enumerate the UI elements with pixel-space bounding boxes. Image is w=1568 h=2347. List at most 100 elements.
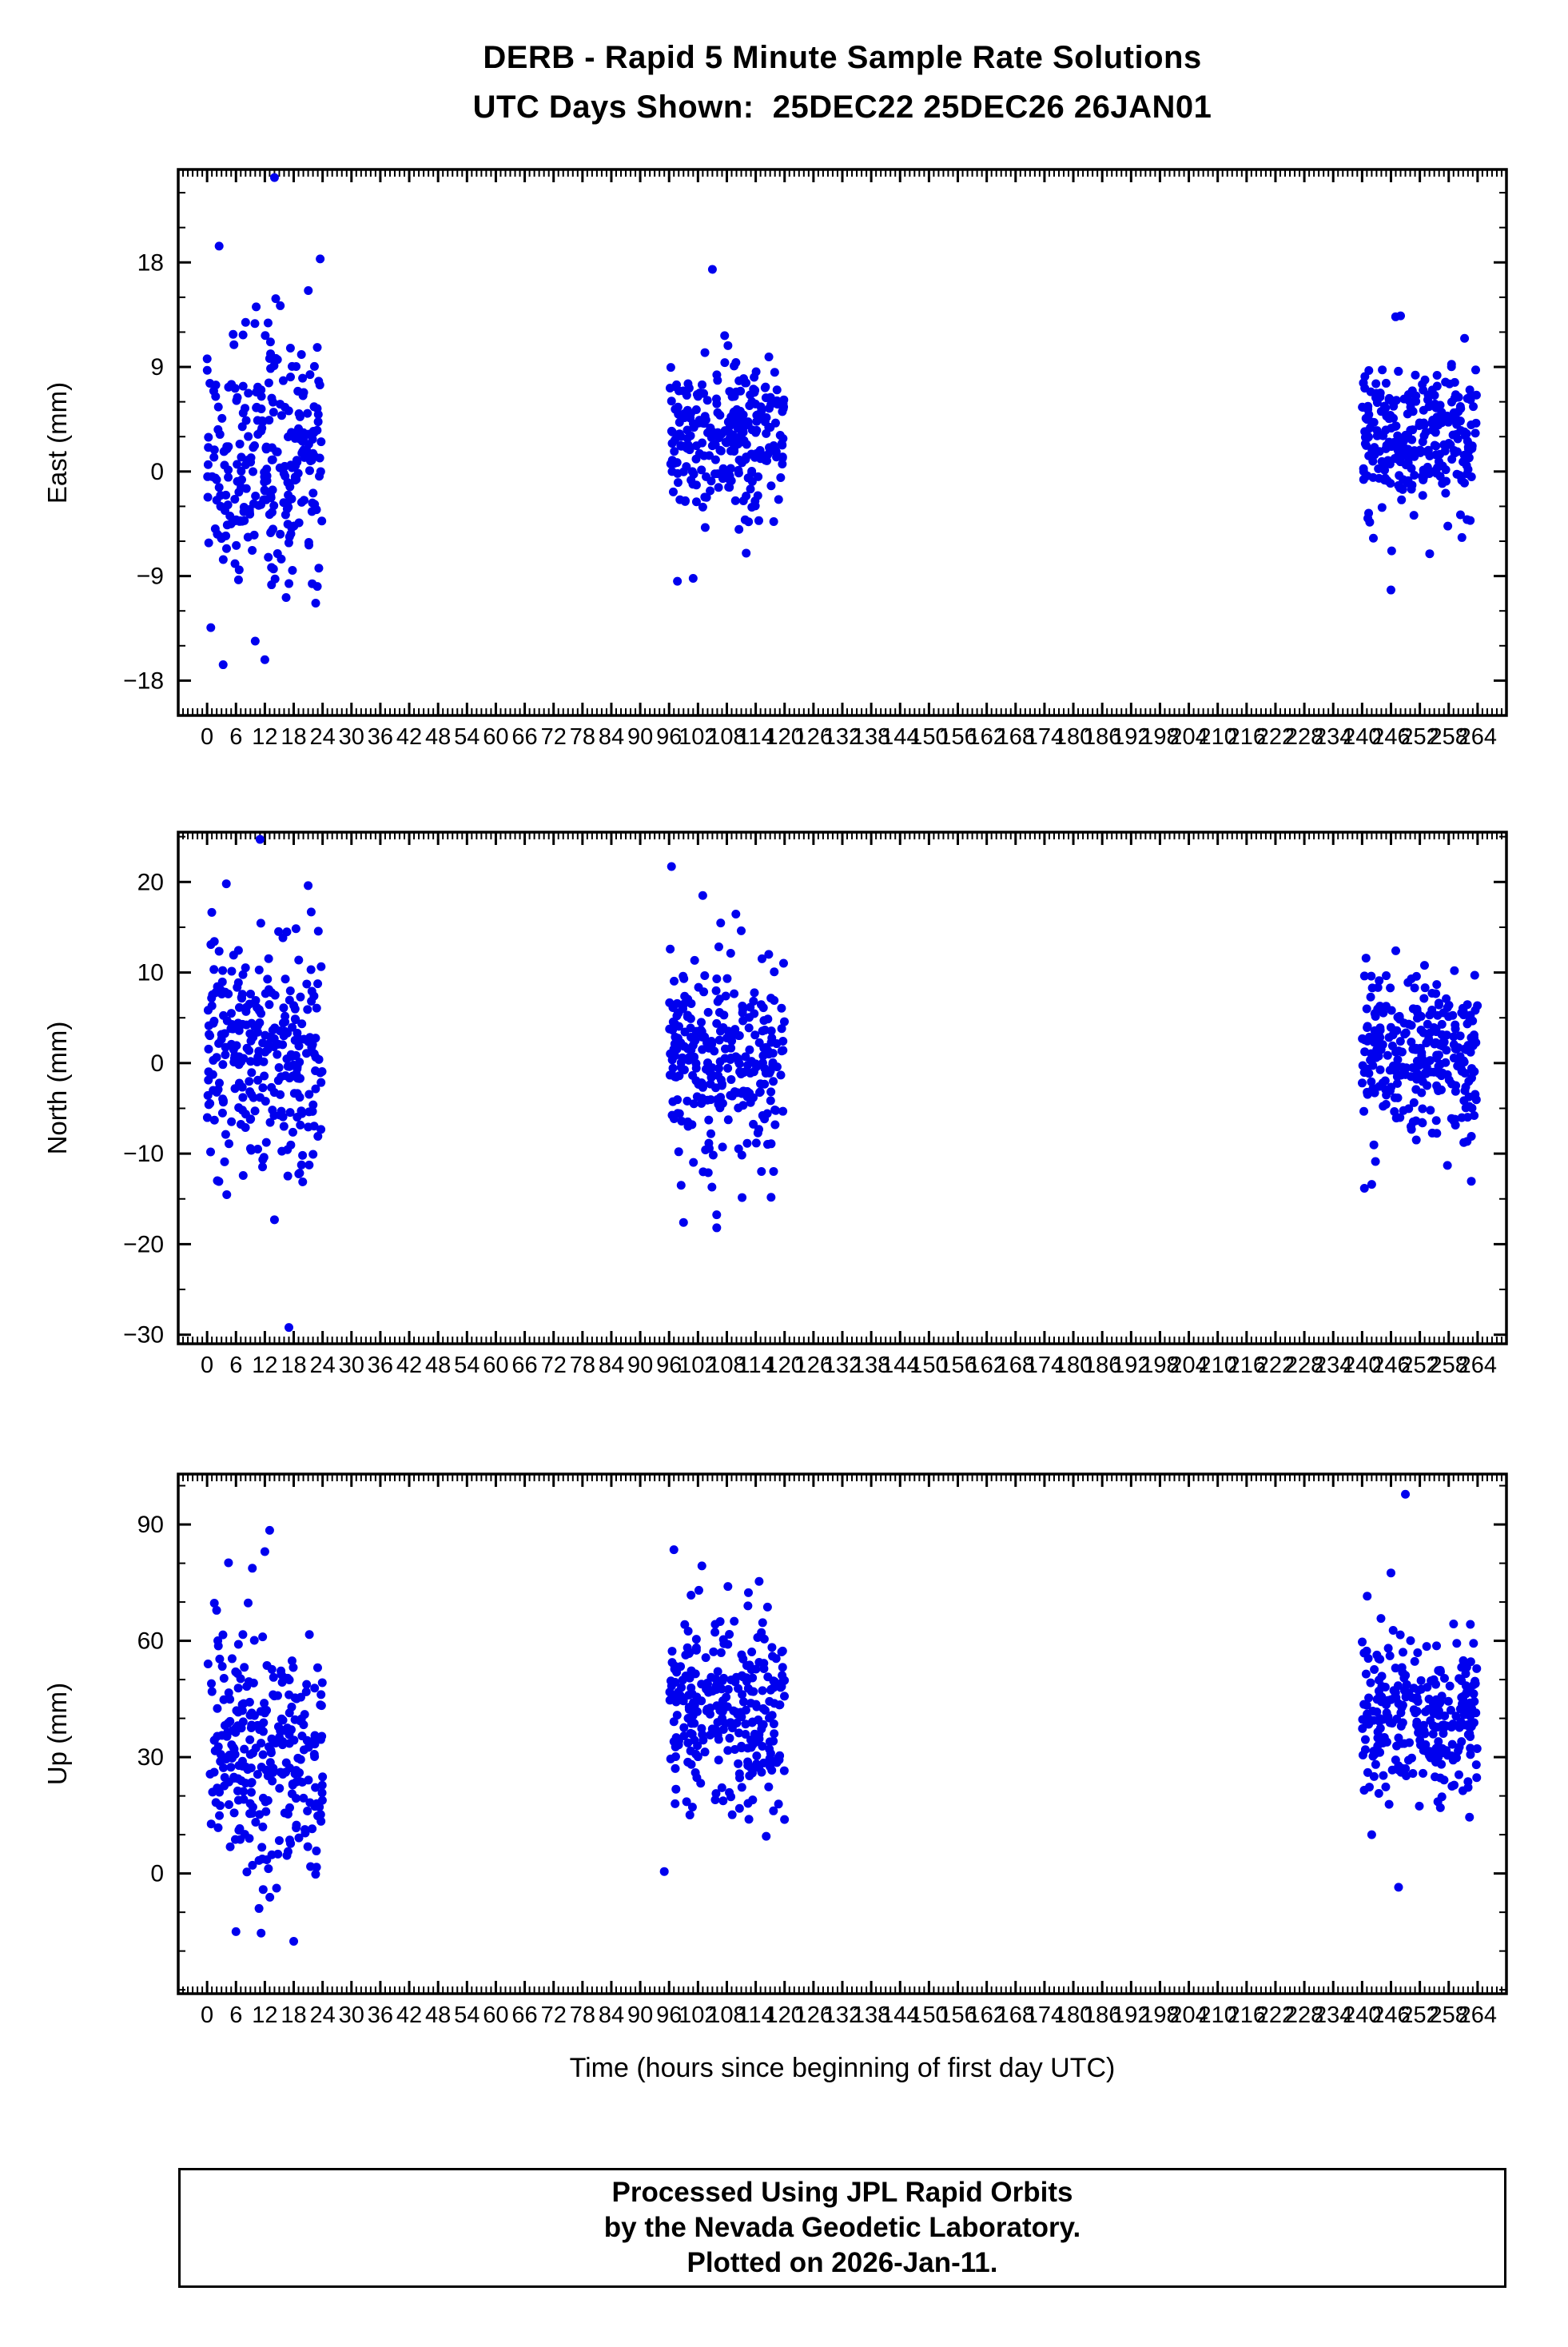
data-point bbox=[1454, 1770, 1463, 1779]
x-tick-label: 0 bbox=[201, 2002, 213, 2028]
data-point bbox=[277, 1106, 286, 1116]
data-point bbox=[677, 1683, 686, 1692]
data-point bbox=[238, 1093, 248, 1102]
data-point bbox=[257, 426, 266, 436]
data-point bbox=[277, 411, 286, 420]
data-point bbox=[715, 1616, 725, 1626]
data-point bbox=[762, 1109, 772, 1118]
data-point bbox=[276, 301, 285, 310]
data-point bbox=[218, 1630, 228, 1640]
data-point bbox=[209, 965, 219, 974]
data-point bbox=[1371, 1759, 1380, 1769]
data-point bbox=[765, 1762, 774, 1771]
data-point bbox=[278, 1740, 288, 1750]
data-point bbox=[217, 413, 227, 423]
x-tick-label: 192 bbox=[1112, 2002, 1150, 2028]
data-point bbox=[760, 383, 770, 392]
data-point bbox=[1391, 1755, 1400, 1765]
data-point bbox=[764, 950, 774, 959]
data-point bbox=[683, 1626, 693, 1636]
x-tick-label: 144 bbox=[881, 1353, 919, 1378]
data-point bbox=[212, 1605, 221, 1615]
data-point bbox=[769, 1166, 778, 1176]
data-point bbox=[1451, 1044, 1460, 1054]
data-point bbox=[754, 1038, 764, 1047]
data-point bbox=[694, 982, 703, 992]
data-point bbox=[1399, 436, 1409, 446]
data-point bbox=[269, 1215, 279, 1225]
x-tick-label: 258 bbox=[1430, 724, 1468, 750]
data-point bbox=[1383, 1050, 1392, 1060]
data-point bbox=[668, 1692, 678, 1701]
data-point bbox=[249, 1636, 259, 1645]
x-tick-label: 156 bbox=[938, 1353, 977, 1378]
data-point bbox=[1362, 440, 1371, 450]
data-point bbox=[720, 358, 730, 368]
data-point bbox=[1450, 966, 1459, 975]
data-point bbox=[1456, 426, 1466, 436]
data-point bbox=[738, 1672, 748, 1682]
data-point bbox=[691, 1076, 701, 1086]
data-point bbox=[696, 1018, 706, 1027]
data-point bbox=[757, 1628, 766, 1637]
data-point bbox=[295, 1716, 304, 1726]
data-point bbox=[666, 1049, 675, 1058]
data-point bbox=[1446, 440, 1455, 449]
panel-frame bbox=[177, 1472, 1508, 1995]
data-point bbox=[213, 1085, 223, 1094]
x-tick-label: 78 bbox=[570, 724, 595, 750]
data-point bbox=[236, 1674, 245, 1684]
data-point bbox=[759, 1664, 769, 1673]
data-point bbox=[706, 486, 715, 496]
data-point bbox=[682, 1797, 691, 1807]
data-point bbox=[672, 998, 682, 1008]
y-tick-label: 9 bbox=[150, 354, 164, 381]
data-point bbox=[1453, 434, 1463, 444]
data-point bbox=[772, 385, 782, 395]
data-point bbox=[1437, 1071, 1447, 1081]
x-tick-label: 216 bbox=[1228, 1353, 1266, 1378]
data-point bbox=[1416, 1676, 1426, 1685]
data-point bbox=[684, 1704, 694, 1714]
data-point bbox=[220, 504, 229, 513]
data-point bbox=[316, 437, 326, 447]
data-point bbox=[685, 1810, 694, 1819]
data-point bbox=[283, 478, 293, 488]
data-point bbox=[764, 1782, 774, 1791]
data-point bbox=[1407, 1693, 1417, 1703]
data-point bbox=[1437, 1792, 1447, 1802]
data-point bbox=[1407, 435, 1417, 444]
data-point bbox=[306, 965, 316, 974]
data-point bbox=[1419, 1768, 1428, 1778]
data-point bbox=[1426, 1715, 1435, 1725]
data-point bbox=[706, 1731, 715, 1740]
data-point bbox=[1359, 1106, 1369, 1116]
data-point bbox=[246, 457, 256, 467]
data-point bbox=[307, 997, 316, 1006]
data-point bbox=[749, 996, 758, 1006]
data-point bbox=[770, 995, 779, 1005]
data-point bbox=[1358, 1061, 1367, 1070]
data-point bbox=[1377, 1672, 1387, 1681]
x-tick-label: 6 bbox=[229, 1353, 242, 1378]
x-tick-label: 192 bbox=[1112, 724, 1150, 750]
data-point bbox=[228, 1726, 237, 1735]
data-point bbox=[707, 1182, 717, 1192]
data-point bbox=[287, 1656, 296, 1666]
data-point bbox=[308, 427, 318, 436]
x-tick-label: 42 bbox=[396, 724, 422, 750]
data-point bbox=[1461, 1082, 1470, 1092]
data-point bbox=[258, 1750, 268, 1759]
data-point bbox=[1362, 1004, 1371, 1014]
x-tick-label: 198 bbox=[1140, 724, 1179, 750]
data-point bbox=[304, 1090, 314, 1099]
data-point bbox=[779, 1017, 789, 1026]
y-tick-label: 18 bbox=[137, 249, 164, 276]
data-point bbox=[221, 879, 231, 889]
data-point bbox=[296, 349, 306, 359]
data-point bbox=[671, 1799, 680, 1808]
data-point bbox=[210, 524, 220, 533]
data-point bbox=[725, 1630, 734, 1640]
data-point bbox=[275, 1783, 285, 1793]
data-point bbox=[738, 1697, 748, 1707]
